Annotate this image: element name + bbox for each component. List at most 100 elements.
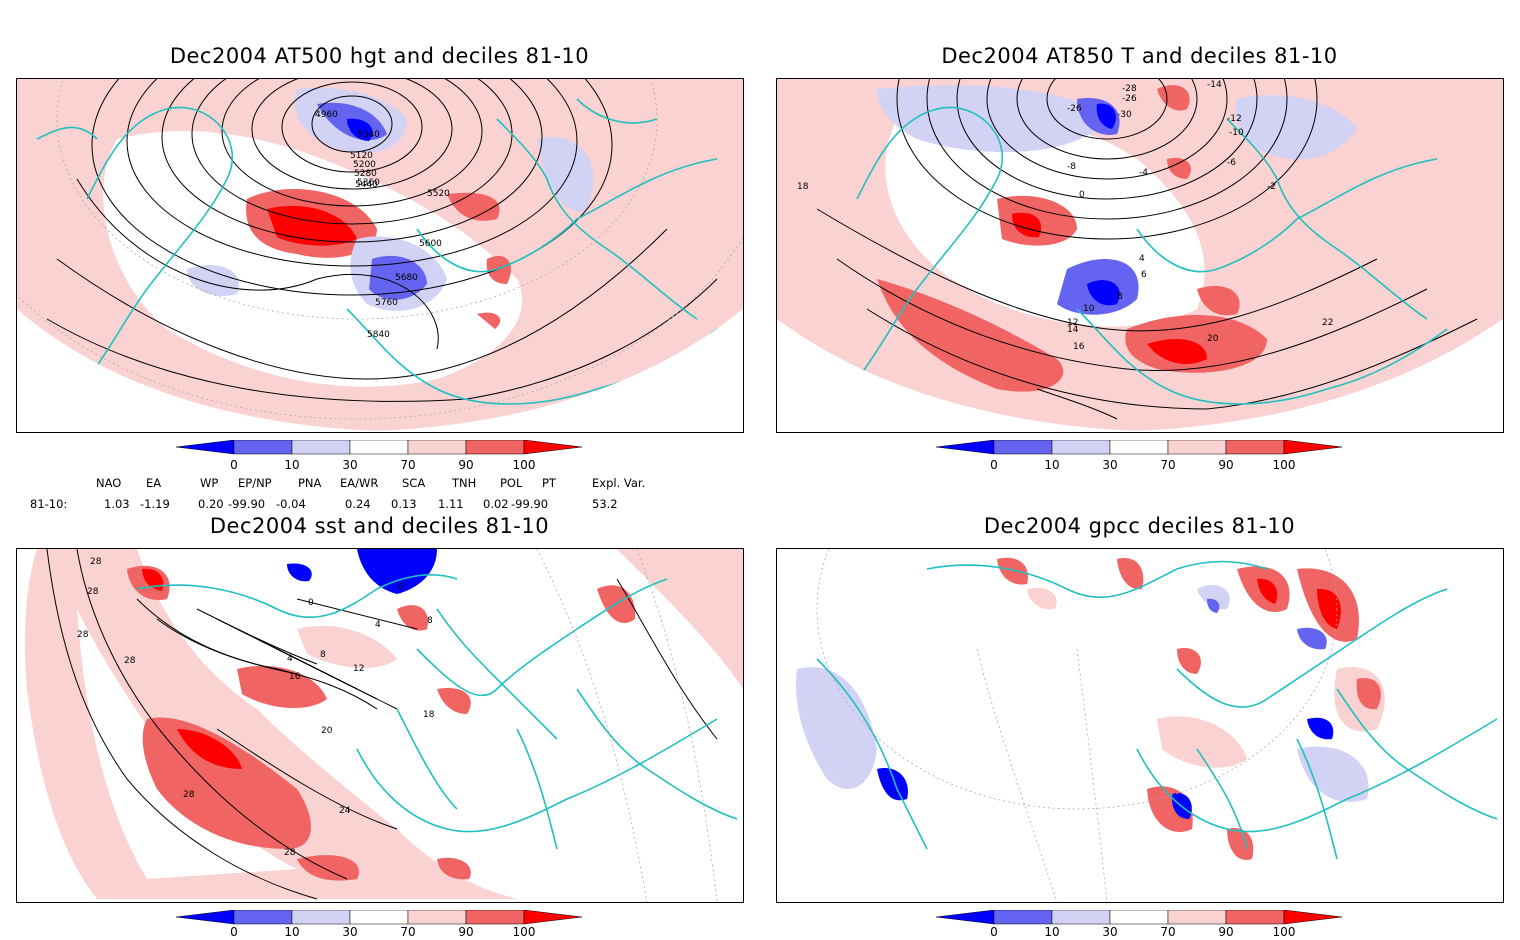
colorbar-t850: 0 10 30 70 90 100 — [935, 439, 1356, 474]
contour-label: 10 — [1083, 304, 1095, 314]
contour-label: 0 — [308, 598, 314, 608]
panel-title-gpcc: Dec2004 gpcc deciles 81-10 — [983, 514, 1296, 538]
precip-decile-patches — [796, 557, 1385, 860]
index-value: -99.90 — [511, 497, 549, 511]
index-header: EA/WR — [340, 476, 379, 490]
colorbar-tick: 90 — [1218, 925, 1234, 939]
colorbar-tick: 10 — [284, 458, 300, 472]
contour-label: -28 — [1122, 84, 1137, 94]
contour-label: 5040 — [357, 130, 380, 140]
map-panel-hgt500: 4960 5040 5120 5200 5280 5360 5440 5520 … — [16, 78, 744, 433]
colorbar-svg — [935, 909, 1343, 925]
contour-label: 18 — [423, 710, 435, 720]
contour-label: 0 — [1079, 190, 1085, 200]
index-value: 0.24 — [345, 497, 371, 511]
index-value: -1.19 — [140, 497, 170, 511]
colorbar-tick: 30 — [342, 458, 358, 472]
contour-label: 28 — [87, 587, 99, 597]
colorbar-tick: 70 — [400, 458, 416, 472]
colorbar-svg — [175, 909, 583, 925]
index-value: 0.02 — [483, 497, 509, 511]
colorbar-tick: 0 — [990, 925, 998, 939]
deciles-red-area — [142, 717, 311, 849]
contour-label: 14 — [1067, 325, 1079, 335]
contour-label: 5760 — [375, 298, 398, 308]
map-panel-sst: 28 28 28 28 0 0 4 4 8 8 12 16 18 20 24 2… — [16, 548, 744, 903]
contour-label: 4 — [375, 620, 381, 630]
contour-label: -26 — [1067, 104, 1082, 114]
map-hgt500-svg: 4960 5040 5120 5200 5280 5360 5440 5520 … — [17, 79, 743, 432]
contour-label: 8 — [427, 616, 433, 626]
colorbar-tick: 30 — [1102, 458, 1118, 472]
colorbar-tick: 70 — [400, 925, 416, 939]
index-header: Expl. Var. — [592, 476, 646, 490]
contour-label: 0 — [398, 582, 404, 592]
contour-label: 5440 — [355, 180, 378, 190]
contour-label: 5680 — [395, 273, 418, 283]
contour-label: -10 — [1229, 128, 1244, 138]
contour-labels: 28 28 28 28 0 0 4 4 8 8 12 16 18 20 24 2… — [77, 557, 435, 858]
coastlines — [816, 560, 1498, 860]
contour-label: -8 — [1067, 162, 1076, 172]
contour-label: 28 — [90, 557, 102, 567]
contour-label: 18 — [797, 182, 809, 192]
map-gpcc-svg — [796, 549, 1498, 902]
coastlines — [136, 574, 738, 850]
colorbar-tick: 0 — [230, 458, 238, 472]
contour-label: 5280 — [354, 169, 377, 179]
index-header: TNH — [452, 476, 477, 490]
contour-label: 24 — [339, 806, 351, 816]
colorbar-tick: 0 — [230, 925, 238, 939]
contour-label: -26 — [1122, 94, 1137, 104]
colorbar-tick: 10 — [1044, 458, 1060, 472]
colorbar-hgt500: 0 10 30 70 90 100 — [175, 439, 596, 474]
colorbar-tick: 30 — [342, 925, 358, 939]
colorbar-tick: 10 — [1044, 925, 1060, 939]
index-header: EA — [146, 476, 162, 490]
colorbar-tick: 90 — [458, 458, 474, 472]
graticule — [536, 549, 718, 902]
colorbar-tick: 70 — [1160, 458, 1176, 472]
contour-label: 16 — [289, 672, 301, 682]
contour-label: -12 — [1227, 114, 1242, 124]
contour-label: 20 — [1207, 334, 1219, 344]
index-header: POL — [500, 476, 523, 490]
contour-label: 5520 — [427, 189, 450, 199]
contour-label: 22 — [1322, 318, 1333, 328]
contour-label: 5200 — [353, 160, 376, 170]
contour-label: -6 — [1227, 158, 1236, 168]
index-header: SCA — [402, 476, 426, 490]
contour-label: -30 — [1117, 110, 1132, 120]
coastlines — [826, 106, 1448, 410]
contour-label: -2 — [1267, 182, 1276, 192]
contour-label: 5360 — [357, 178, 380, 188]
contour-label: 8 — [320, 650, 326, 660]
colorbar-tick: 70 — [1160, 925, 1176, 939]
index-header: EP/NP — [238, 476, 272, 490]
contour-labels: -28 -26 -30 -26 -14 -12 -10 -8 -6 -4 -2 … — [797, 80, 1333, 352]
map-panel-gpcc — [776, 548, 1504, 903]
colorbar-svg — [935, 439, 1343, 455]
contour-label: 12 — [1067, 318, 1078, 328]
index-header: WP — [200, 476, 219, 490]
contour-label: 4 — [287, 654, 293, 664]
panel-title-hgt500: Dec2004 AT500 hgt and deciles 81-10 — [169, 44, 590, 68]
colorbar-sst: 0 10 30 70 90 100 — [175, 909, 596, 940]
contour-label: 28 — [183, 790, 195, 800]
map-sst-svg: 28 28 28 28 0 0 4 4 8 8 12 16 18 20 24 2… — [25, 549, 743, 902]
index-value: 0.13 — [391, 497, 417, 511]
contour-label: -14 — [1207, 80, 1222, 90]
contour-label: 6 — [1141, 270, 1147, 280]
index-header: PT — [542, 476, 556, 490]
contour-label: 5120 — [350, 151, 373, 161]
contour-label: 4960 — [315, 110, 338, 120]
temperature-contours — [816, 79, 1478, 420]
index-value: -0.04 — [276, 497, 306, 511]
colorbar-gpcc: 0 10 30 70 90 100 — [935, 909, 1356, 940]
colorbar-tick: 90 — [458, 925, 474, 939]
contour-labels: 4960 5040 5120 5200 5280 5360 5440 5520 … — [315, 110, 450, 340]
coastlines — [36, 98, 718, 410]
index-value: 53.2 — [592, 497, 618, 511]
contour-label: 5840 — [367, 330, 390, 340]
colorbar-tick: 100 — [512, 925, 536, 939]
